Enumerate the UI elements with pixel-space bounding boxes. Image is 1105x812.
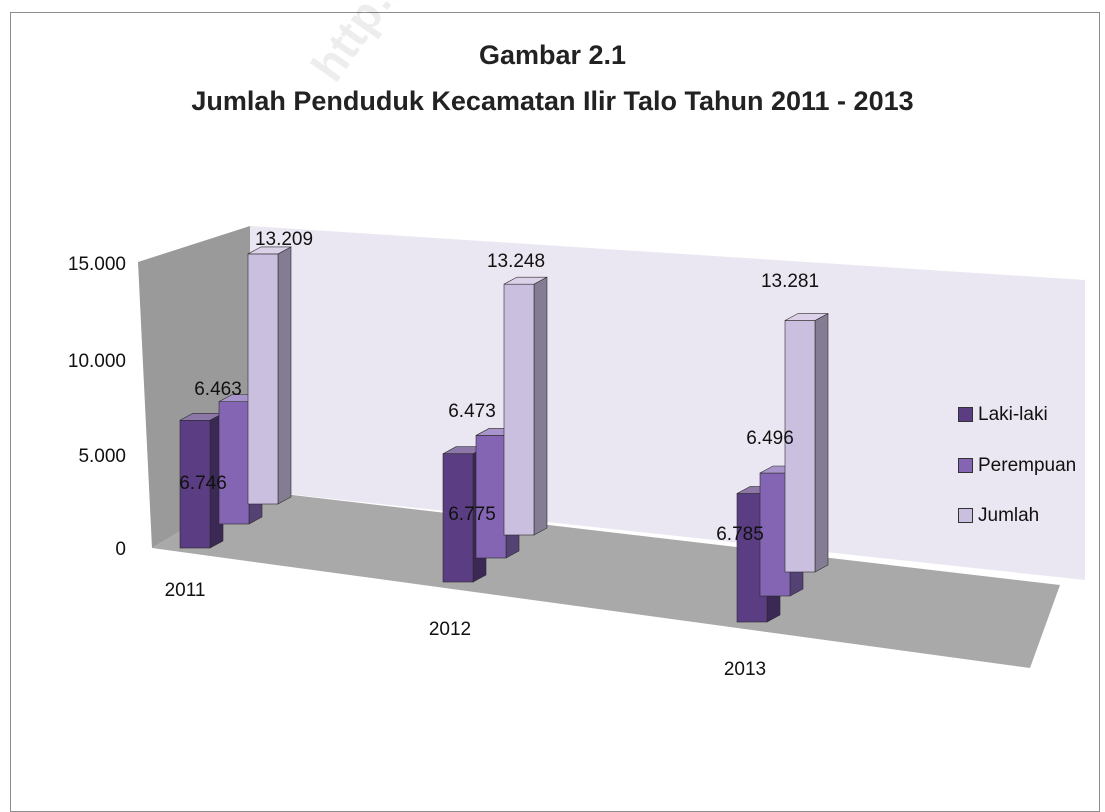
data-label: 13.209 [255, 229, 313, 250]
data-label: 6.785 [716, 524, 764, 545]
data-label: 13.281 [761, 271, 819, 292]
legend-swatch [958, 458, 973, 473]
bar-front [219, 402, 249, 524]
data-label: 6.463 [194, 379, 242, 400]
legend-item-laki-laki: Laki-laki [958, 404, 1048, 426]
legend-swatch [958, 508, 973, 523]
bar-front [476, 435, 506, 558]
legend-label: Jumlah [978, 505, 1039, 526]
data-label: 6.746 [179, 473, 227, 494]
bar-2011-jumlah [248, 247, 291, 504]
bar-2012-jumlah [504, 277, 547, 535]
bar-side [534, 277, 547, 535]
data-label: 6.473 [448, 401, 496, 422]
legend-label: Perempuan [978, 455, 1076, 476]
bar-front [504, 284, 534, 535]
bar-side [815, 314, 828, 572]
y-tick-label: 5.000 [78, 446, 126, 467]
y-tick-label: 10.000 [68, 351, 126, 372]
category-label: 2012 [429, 619, 471, 640]
legend-item-jumlah: Jumlah [958, 505, 1039, 527]
bar-side [278, 247, 291, 504]
data-label: 6.496 [746, 428, 794, 449]
legend-swatch [958, 407, 973, 422]
y-tick-label: 0 [115, 539, 126, 560]
bar-front [248, 254, 278, 504]
legend-label: Laki-laki [978, 404, 1048, 425]
data-label: 13.248 [487, 251, 545, 272]
data-label: 6.775 [448, 504, 496, 525]
legend-item-perempuan: Perempuan [958, 455, 1076, 477]
y-tick-label: 15.000 [68, 254, 126, 275]
category-label: 2011 [165, 580, 206, 601]
category-label: 2013 [724, 659, 766, 680]
